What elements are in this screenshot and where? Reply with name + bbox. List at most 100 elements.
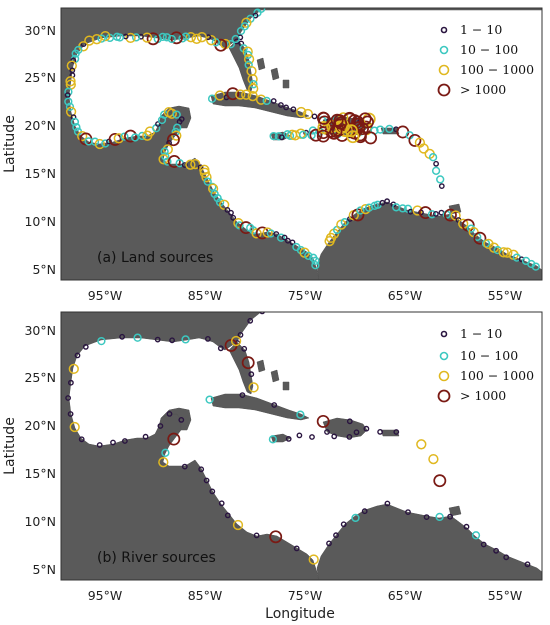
panel-b-marker-64 [239,392,246,398]
panel-a-cluster-marker-14 [353,130,367,144]
panel-a-marker-118 [262,227,273,238]
panel-b-marker-75 [309,434,315,440]
panel-a-marker-67 [120,132,129,141]
panel-a-markers [64,8,540,271]
panel-b-marker-69 [363,425,370,432]
panel-b-marker-7 [181,335,190,344]
legend-label-1-10-b: 1 − 10 [460,326,502,341]
lat-tick-25: 25°N [24,70,56,85]
legend-marker-10-100-b [439,351,449,361]
panel-b-marker-21 [96,442,103,448]
panel-a-marker-165 [466,224,476,233]
panel-a-marker-55 [70,117,80,127]
panel-b-marker-5 [217,345,224,352]
panel-b-marker-29 [161,448,170,457]
panel-b-marker-35 [218,500,225,507]
panel-a-marker-89 [161,152,170,161]
lon-tick-75: 75°W [288,288,323,303]
panel-b-marker-52 [463,523,470,530]
panel-a-marker-25 [146,32,160,46]
panel-a-marker-51 [64,97,73,106]
lon-tick-85: 85°W [188,288,223,303]
panel-a-marker-223 [308,126,318,135]
panel-b-marker-67 [316,414,330,428]
panel-a-marker-29 [125,32,136,44]
panel-a-marker-255 [431,166,441,175]
panel-b-marker-47 [384,500,391,507]
panel-b-marker-6 [204,335,211,342]
panel-b-marker-16 [68,379,74,386]
panel-a-marker-120 [273,231,280,237]
panel-a-marker-91 [163,157,172,166]
panel-b-legend: 1 − 10 10 − 100 100 − 1000 > 1000 [437,326,534,403]
panel-a-marker-202 [277,102,284,108]
panel-b-marker-51 [447,513,453,520]
panel-a-marker-157 [432,210,439,217]
panel-b-marker-34 [209,488,216,495]
lon-tick-95-b: 95°W [88,588,123,603]
panel-b-marker-70 [346,433,353,440]
panel-a-marker-146 [379,199,386,206]
panel-b-marker-71 [324,429,330,435]
panel-a-marker-200 [262,96,271,106]
panel-b-marker-44 [340,521,347,528]
panel-a-marker-52 [65,102,75,111]
panel-b-marker-41 [308,554,319,565]
panel-a-marker-105 [213,193,222,203]
panel-b-marker-39 [269,530,283,544]
panel-b: 30°N 25°N 20°N 15°N 10°N 5°N 95°W 85°W 7… [2,311,543,622]
panel-b-marker-56 [503,554,510,561]
lat-tick-30: 30°N [24,23,56,38]
panel-a-cluster-marker-27 [351,115,365,129]
panel-b-marker-33 [203,477,210,484]
panel-a-marker-147 [384,198,390,205]
panel-a-marker-160 [443,208,457,222]
panel-a-marker-257 [438,183,445,190]
panel-a-marker-43 [70,57,77,64]
panel-a-marker-245 [385,124,394,134]
panel-a-marker-199 [255,94,267,105]
panel-a-marker-28 [131,33,141,42]
lat-tick-10-b: 10°N [24,514,56,529]
panel-b-marker-72 [296,432,303,439]
panel-b-marker-40 [293,545,300,552]
panel-b-marker-24 [142,433,149,440]
panel-a-marker-85 [166,133,180,147]
panel-a-marker-21 [167,34,176,44]
panel-a-marker-177 [518,256,525,263]
panel-b-marker-73 [268,435,278,444]
panel-b-marker-14 [74,352,81,359]
lon-tick-55: 55°W [488,288,523,303]
panel-a-marker-249 [408,133,422,147]
panel-a-marker-195 [226,87,240,101]
panel-a-marker-184 [242,46,253,57]
panel-a-marker-124 [289,239,296,246]
panel-b-marker-26 [166,410,173,417]
panel-a-marker-141 [356,206,365,215]
panel-a-marker-41 [71,49,80,58]
panel-b-label: (b) River sources [97,550,216,566]
panel-b-marker-48 [405,509,411,515]
panel-a-marker-173 [498,247,509,258]
panel-a-legend: 1 − 10 10 − 100 100 − 1000 > 1000 [437,22,534,97]
legend-label-10-100: 10 − 100 [460,42,518,57]
panel-b-marker-60 [241,356,255,370]
panel-b-marker-30 [158,457,169,468]
lat-tick-10: 10°N [24,214,56,229]
panel-a-marker-233 [298,130,308,139]
panel-b-marker-9 [154,336,161,343]
panel-b-marker-27 [178,416,185,423]
panel-a-marker-100 [201,172,212,183]
panel-a-marker-190 [249,80,258,89]
panel-a-marker-228 [274,132,283,141]
panel-b-marker-57 [524,561,531,568]
panel-b-marker-53 [471,531,481,540]
panel-b-marker-78 [377,428,383,435]
panel-a-marker-35 [97,34,106,43]
panel-b-marker-65 [271,402,278,408]
panel-a-marker-172 [493,245,502,255]
panel-a-marker-65 [108,132,122,146]
panel-b-marker-10 [133,333,142,342]
panel-a-cluster-marker-31 [358,112,372,126]
panel-a: 30°N 25°N 20°N 15°N 10°N 5°N 95°W 85°W 7… [2,7,543,303]
